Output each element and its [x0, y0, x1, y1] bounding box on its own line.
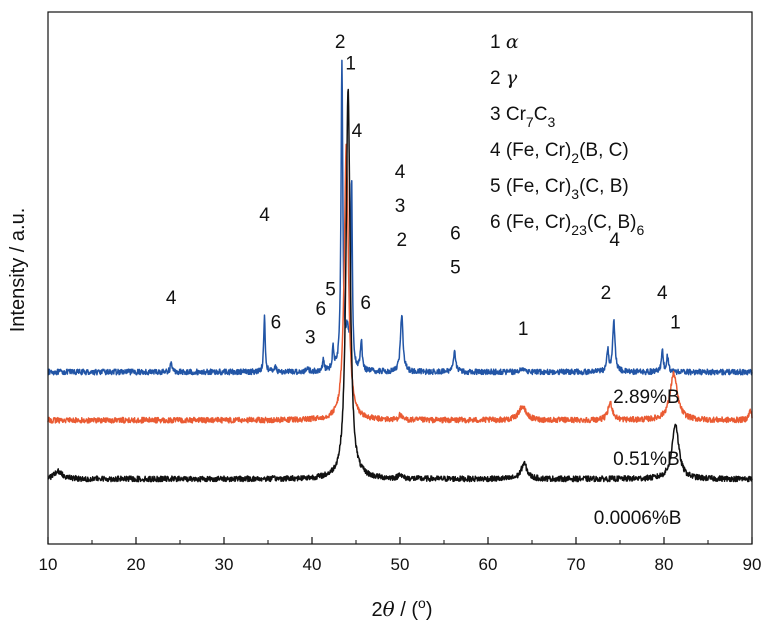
- peak-label: 5: [325, 279, 336, 300]
- x-axis: 10 20 30 40 50 60 70 80 90: [39, 537, 762, 574]
- series-label-2: 0.51%B: [613, 449, 680, 470]
- peak-label: 3: [395, 196, 406, 217]
- peak-label: 4: [352, 121, 363, 142]
- peak-label: 2: [396, 230, 407, 251]
- peak-label: 1: [345, 54, 356, 75]
- legend-entry-6: 6 (Fe, Cr)23(C, B)6: [490, 212, 644, 238]
- series-line-1: [47, 59, 753, 376]
- series-label-1: 2.89%B: [613, 387, 680, 408]
- series-line-3: [47, 88, 753, 483]
- x-axis-label-theta: θ: [383, 597, 395, 621]
- peak-label: 4: [259, 205, 270, 226]
- x-axis-label: 2θ / (o): [372, 595, 433, 621]
- x-tick-label: 60: [479, 555, 498, 574]
- peak-label: 6: [271, 313, 282, 334]
- peak-label: 3: [305, 328, 316, 349]
- legend-entry-5: 5 (Fe, Cr)3(C, B): [490, 176, 629, 202]
- legend-entry-4: 4 (Fe, Cr)2(B, C): [490, 140, 629, 166]
- x-tick-label: 20: [127, 555, 146, 574]
- peak-label: 6: [360, 293, 371, 314]
- x-tick-label: 90: [743, 555, 762, 574]
- peak-label: 4: [609, 230, 620, 251]
- legend-entry-1: 1 α: [490, 31, 519, 53]
- x-tick-label: 10: [39, 555, 58, 574]
- x-tick-label: 40: [303, 555, 322, 574]
- x-axis-label-unit: / (: [395, 599, 419, 621]
- series-labels: 2.89%B 0.51%B 0.0006%B: [594, 387, 682, 529]
- series-label-3: 0.0006%B: [594, 508, 682, 529]
- peak-label: 4: [657, 283, 668, 304]
- peak-label: 1: [518, 319, 529, 340]
- peak-label: 1: [670, 313, 681, 334]
- peak-label: 2: [335, 32, 346, 53]
- phase-legend: 1 α 2 γ 3 Cr7C3 4 (Fe, Cr)2(B, C) 5 (Fe, Cr)…: [490, 31, 644, 238]
- x-axis-label-prefix: 2: [372, 599, 383, 621]
- x-tick-label: 70: [567, 555, 586, 574]
- series-layer: [47, 59, 753, 483]
- peak-label: 6: [450, 224, 461, 245]
- x-axis-label-close: ): [426, 599, 433, 621]
- legend-entry-3: 3 Cr7C3: [490, 104, 555, 130]
- legend-entry-2: 2 γ: [490, 67, 518, 89]
- peak-label: 6: [316, 299, 327, 320]
- x-axis-label-degree: o: [418, 595, 426, 611]
- peak-label: 5: [450, 258, 461, 279]
- peak-label: 4: [395, 162, 406, 183]
- x-tick-label: 50: [391, 555, 410, 574]
- y-axis-label: Intensity / a.u.: [7, 208, 29, 333]
- x-tick-label: 80: [655, 555, 674, 574]
- peak-label: 4: [166, 288, 177, 309]
- x-tick-label: 30: [215, 555, 234, 574]
- series-line-2: [47, 143, 753, 424]
- peak-label: 2: [601, 283, 612, 304]
